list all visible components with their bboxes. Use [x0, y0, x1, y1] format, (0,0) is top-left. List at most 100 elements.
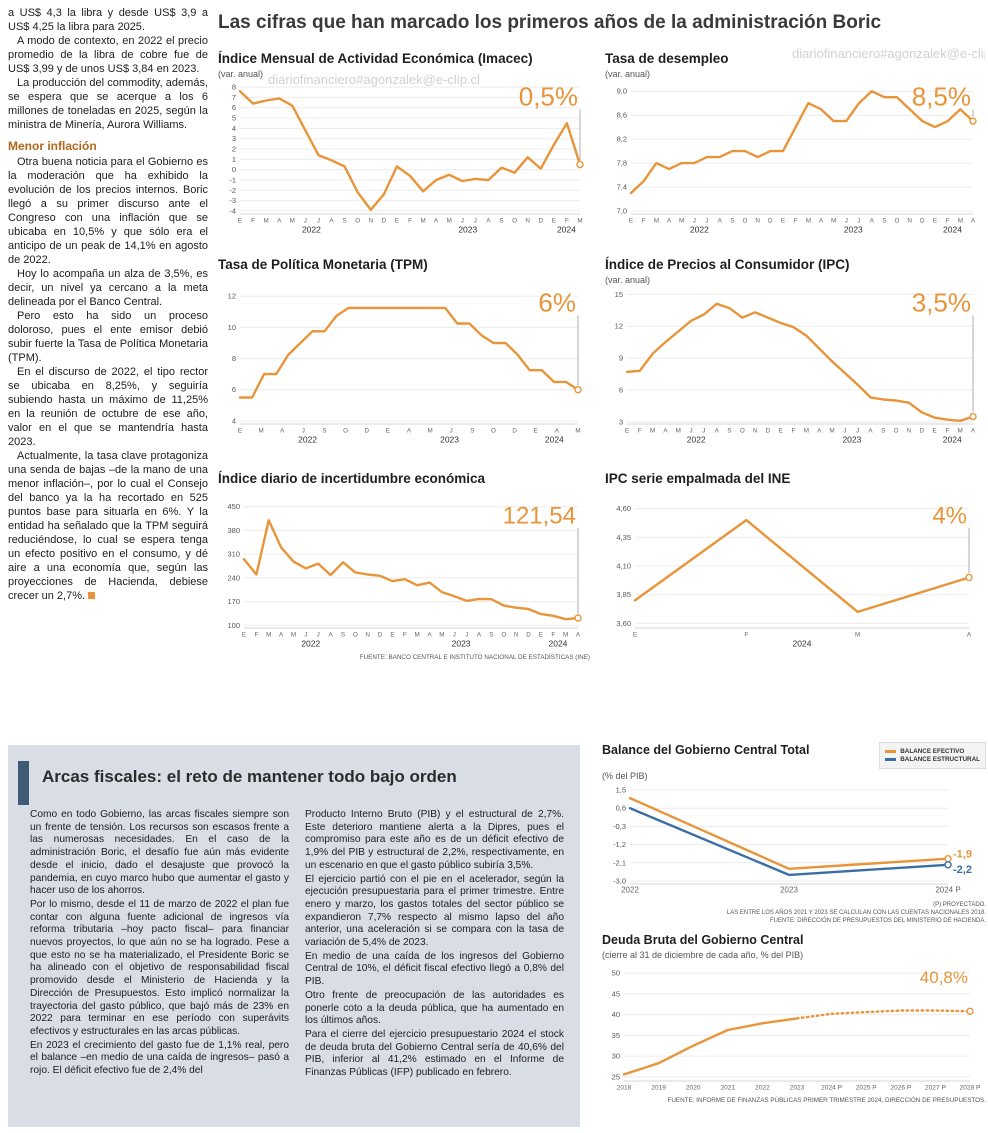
svg-text:E: E	[932, 428, 936, 435]
svg-text:N: N	[514, 632, 519, 639]
svg-text:J: J	[689, 428, 692, 435]
fiscal-columns: Como en todo Gobierno, las arcas fiscale…	[30, 809, 564, 1081]
svg-text:E: E	[552, 218, 556, 225]
svg-text:3: 3	[232, 134, 236, 143]
svg-text:1,5: 1,5	[616, 785, 626, 794]
svg-text:A: A	[576, 632, 581, 639]
svg-text:6: 6	[619, 385, 623, 394]
article-paragraph: Producto Interno Bruto (PIB) y el estruc…	[305, 809, 564, 871]
svg-text:E: E	[633, 632, 637, 639]
chart-note: LAS ENTRE LOS AÑOS 2021 Y 2023 SE CALCUL…	[726, 909, 986, 916]
svg-text:N: N	[907, 218, 912, 225]
svg-text:M: M	[575, 428, 580, 435]
svg-text:-2: -2	[229, 186, 236, 195]
svg-text:A: A	[663, 428, 668, 435]
svg-text:O: O	[743, 218, 748, 225]
svg-text:2022: 2022	[301, 639, 320, 649]
svg-text:D: D	[382, 218, 387, 225]
article-paragraph: a US$ 4,3 la libra y desde US$ 3,9 a US$…	[8, 7, 208, 33]
chart-title: Índice diario de incertidumbre económica	[218, 471, 486, 486]
svg-text:J: J	[845, 218, 848, 225]
svg-text:15: 15	[615, 290, 623, 299]
svg-text:2024: 2024	[943, 435, 962, 445]
fiscal-article-box: Arcas fiscales: el reto de mantener todo…	[8, 745, 580, 1127]
svg-text:2023: 2023	[844, 225, 863, 235]
svg-text:M: M	[420, 218, 425, 225]
article-paragraph: En 2023 el crecimiento del gasto fue de …	[30, 1039, 289, 1077]
svg-text:-3,0: -3,0	[613, 876, 626, 885]
svg-text:0: 0	[232, 165, 236, 174]
fiscal-column-1: Como en todo Gobierno, las arcas fiscale…	[30, 809, 289, 1081]
svg-text:E: E	[242, 632, 246, 639]
svg-text:F: F	[792, 428, 796, 435]
svg-text:4,60: 4,60	[616, 504, 631, 513]
svg-text:M: M	[804, 428, 809, 435]
chart-subtitle: (cierre al 31 de diciembre de cada año, …	[602, 950, 804, 960]
svg-text:2021: 2021	[720, 1085, 735, 1092]
article-paragraph-text: Actualmente, la tasa clave protagoniza u…	[8, 450, 208, 602]
article-paragraph: El ejercicio partió con el pie en el ace…	[305, 873, 564, 949]
svg-text:S: S	[489, 632, 493, 639]
svg-text:E: E	[390, 632, 394, 639]
svg-text:2023: 2023	[780, 885, 798, 894]
svg-text:E: E	[238, 428, 242, 435]
svg-text:M: M	[428, 428, 433, 435]
svg-text:8,2: 8,2	[617, 135, 627, 144]
chart-canvas: 4,60 4,35 4,10 3,85 3,60 E F M A 2024 4%	[605, 500, 985, 652]
svg-text:5: 5	[232, 114, 236, 123]
svg-text:-4: -4	[229, 206, 236, 215]
chart-canvas: 1,5 0,6 -0,3 -1,2 -2,1 -3,0 2022 2023 2024 P -1,9…	[602, 782, 986, 898]
svg-text:F: F	[551, 632, 555, 639]
chart-incertidumbre: Índice diario de incertidumbre económica…	[218, 470, 590, 661]
article-paragraph: Otro frente de preocupación de las autor…	[305, 989, 564, 1027]
chart-subtitle	[218, 488, 590, 500]
svg-text:S: S	[322, 428, 326, 435]
article-paragraph: La producción del commodity, además, se …	[8, 77, 208, 131]
svg-text:7,0: 7,0	[617, 207, 627, 216]
svg-text:M: M	[447, 218, 452, 225]
svg-text:J: J	[302, 428, 305, 435]
svg-text:8,6: 8,6	[617, 111, 627, 120]
chart-title: Deuda Bruta del Gobierno Central	[602, 933, 804, 947]
article-paragraph: Hoy lo acompaña un alza de 3,5%, es deci…	[8, 268, 208, 308]
article-paragraph: Por lo mismo, desde el 11 de marzo de 20…	[30, 898, 289, 1037]
svg-text:2022: 2022	[621, 885, 639, 894]
svg-text:N: N	[525, 218, 530, 225]
svg-text:S: S	[882, 218, 886, 225]
svg-text:E: E	[539, 632, 543, 639]
section-heading: Menor inflación	[8, 139, 97, 153]
chart-title: IPC serie empalmada del INE	[605, 471, 791, 486]
svg-text:2026 P: 2026 P	[890, 1085, 912, 1092]
svg-text:12: 12	[228, 292, 236, 301]
svg-text:9: 9	[619, 354, 623, 363]
svg-text:J: J	[857, 218, 860, 225]
svg-text:O: O	[353, 632, 358, 639]
svg-text:A: A	[870, 218, 875, 225]
article-paragraph: A modo de contexto, en 2022 el precio pr…	[8, 35, 208, 75]
svg-text:M: M	[831, 218, 836, 225]
svg-text:D: D	[919, 428, 924, 435]
svg-text:2024: 2024	[557, 225, 576, 235]
chart-canvas: 15 12 9 6 3 E F M A M J J A S O N D E F M A M J J A S O N D E F M A 2022 2…	[605, 286, 985, 448]
svg-text:O: O	[355, 218, 360, 225]
svg-text:3,60: 3,60	[616, 619, 631, 628]
svg-text:2022: 2022	[755, 1085, 770, 1092]
chart-canvas: 12 10 8 6 4 E M A J S O D E A M J S O D E A M 2022 2023 2024 6%	[218, 286, 590, 448]
svg-text:J: J	[453, 632, 456, 639]
svg-text:2024: 2024	[545, 435, 564, 445]
svg-text:2023: 2023	[440, 435, 459, 445]
svg-text:A: A	[279, 632, 284, 639]
svg-text:N: N	[755, 218, 760, 225]
article-paragraph: Otra buena noticia para el Gobierno es l…	[8, 156, 208, 266]
chart-desempleo: Tasa de desempleo (var. anual) 9,0 8,6 8,2…	[605, 50, 985, 238]
svg-text:J: J	[304, 218, 307, 225]
svg-text:-1,9: -1,9	[953, 848, 972, 860]
svg-text:25: 25	[612, 1072, 620, 1081]
svg-text:2024 P: 2024 P	[935, 885, 960, 894]
chart-ipc: Índice de Precios al Consumidor (IPC) (v…	[605, 256, 985, 448]
fiscal-headline: Arcas fiscales: el reto de mantener todo…	[42, 767, 457, 786]
svg-text:J: J	[843, 428, 846, 435]
svg-text:2020: 2020	[686, 1085, 701, 1092]
svg-text:4,10: 4,10	[616, 562, 631, 571]
svg-text:M: M	[291, 632, 296, 639]
